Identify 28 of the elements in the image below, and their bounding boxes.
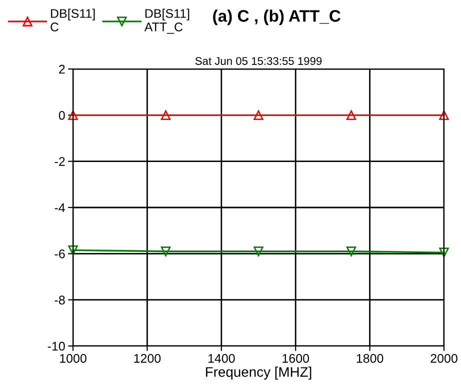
legend-label: DB[S11] C [50, 8, 95, 32]
x-tick-label: 1200 [134, 354, 161, 363]
point [439, 110, 449, 120]
y-tick-label: -10 [48, 342, 65, 351]
point [254, 246, 264, 256]
y-tick-label: -2 [54, 157, 65, 166]
chart-title: (a) C , (b) ATT_C [213, 10, 340, 26]
x-tick-label: 1600 [282, 354, 310, 363]
x-axis-title: Frequency [MHZ] [206, 366, 312, 380]
point [160, 246, 171, 256]
x-tick-label: 1400 [208, 354, 235, 363]
x-tick-label: 2000 [430, 354, 458, 363]
y-tick-label: -4 [54, 203, 65, 212]
point [68, 110, 78, 120]
y-tick-label: -8 [54, 296, 65, 304]
x-tick-label: 1000 [60, 354, 86, 363]
y-tick-label: 0 [58, 110, 65, 120]
legend-label: DB[S11] ATT_C [144, 8, 190, 34]
point [160, 110, 171, 120]
y-tick-label: -6 [54, 249, 65, 258]
y-tick-label: 2 [59, 64, 65, 74]
point [346, 110, 356, 120]
chart-subtitle: Sat Jun 05 15:33:55 1999 [195, 57, 322, 65]
point [68, 245, 78, 256]
x-tick-label: 1800 [356, 354, 384, 363]
point [254, 110, 264, 120]
point [439, 248, 449, 258]
point [346, 246, 356, 256]
